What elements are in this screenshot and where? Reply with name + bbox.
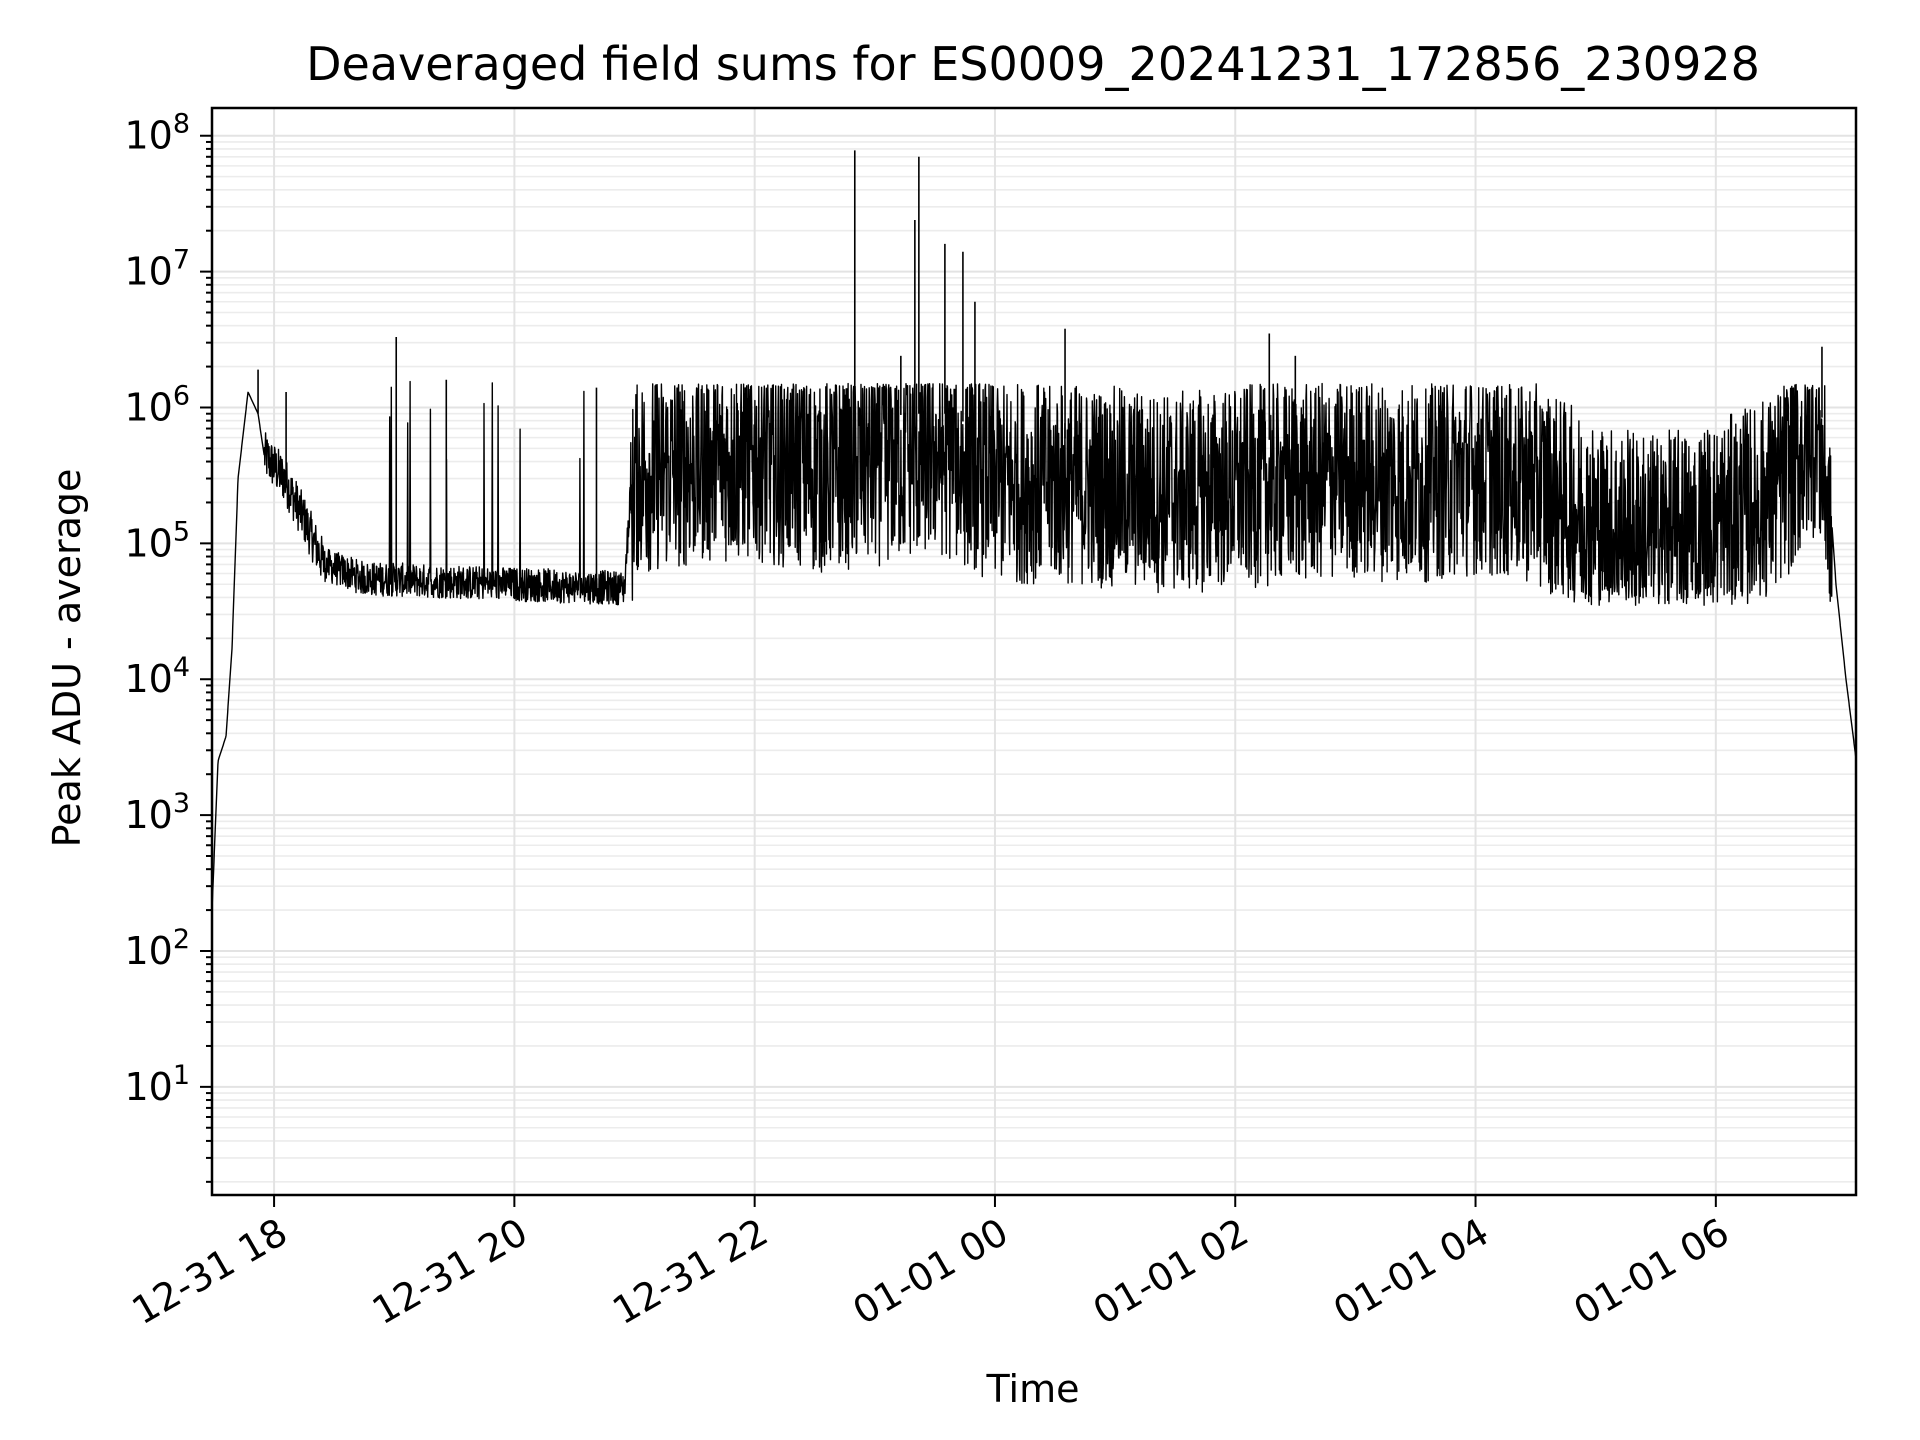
y-tick-label: 108	[124, 109, 190, 158]
x-tick-label: 01-01 02	[1086, 1210, 1256, 1334]
x-tick-label: 12-31 22	[605, 1210, 775, 1334]
chart-title: Deaveraged field sums for ES0009_2024123…	[306, 37, 1760, 91]
x-tick-label: 01-01 04	[1326, 1210, 1496, 1334]
y-tick-label: 107	[124, 245, 190, 294]
data-series	[211, 150, 1857, 911]
y-tick-label: 103	[124, 788, 190, 837]
series-line	[211, 380, 1857, 911]
y-tick-label: 106	[124, 380, 190, 429]
x-tick-label: 12-31 20	[365, 1210, 535, 1334]
y-tick-label: 102	[124, 924, 190, 973]
y-tick-label: 105	[124, 516, 190, 565]
grid	[212, 108, 1856, 1195]
y-axis-label: Peak ADU - average	[45, 469, 89, 848]
x-tick-label: 01-01 00	[845, 1210, 1015, 1334]
x-tick-label: 01-01 06	[1566, 1210, 1736, 1334]
x-tick-label: 12-31 18	[125, 1210, 295, 1334]
plot-frame	[210, 106, 1858, 1197]
y-tick-label: 104	[124, 652, 190, 701]
y-tick-label: 101	[124, 1060, 190, 1109]
x-axis-label: Time	[986, 1367, 1080, 1411]
